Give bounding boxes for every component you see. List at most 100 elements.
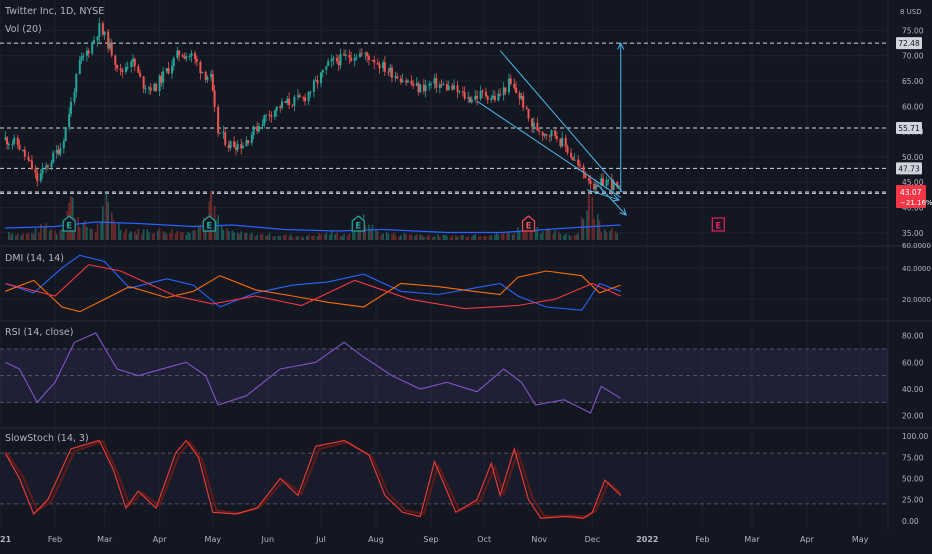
candle-body: [602, 178, 605, 186]
candle-body: [27, 156, 30, 160]
earnings-marker-label: E: [715, 222, 721, 232]
volume-bar: [364, 224, 367, 240]
candle-body: [130, 61, 133, 67]
dmi-pane[interactable]: [5, 254, 621, 313]
volume-bar: [320, 234, 322, 240]
candle-body: [527, 108, 530, 119]
volume-bar: [382, 233, 384, 240]
volume-bar: [593, 218, 595, 240]
earnings-marker-label: E: [526, 222, 532, 232]
candle-body: [121, 70, 124, 72]
candle-body: [548, 135, 551, 137]
volume-bar: [34, 228, 37, 240]
volume-bar: [38, 232, 40, 240]
last-change-label: −21.16%: [900, 199, 932, 207]
earnings-marker[interactable]: E: [521, 215, 536, 232]
candle-body: [456, 85, 459, 93]
candle-body: [493, 95, 496, 101]
dmi-title: DMI (14, 14): [5, 253, 64, 264]
earnings-marker[interactable]: E: [711, 217, 725, 232]
candle-body: [133, 58, 136, 67]
volume-bar: [506, 232, 509, 240]
rsi-pane[interactable]: [0, 332, 888, 414]
earnings-marker[interactable]: E: [351, 215, 365, 232]
volume-bar: [479, 236, 482, 240]
volume-bar: [267, 235, 269, 240]
volume-bar: [323, 234, 326, 240]
candle-body: [555, 135, 558, 139]
stoch-series-k[interactable]: [4, 439, 622, 519]
volume-bar: [181, 232, 184, 240]
x-axis[interactable]: 2021 Feb Mar Apr May Jun Jul Aug Sep Oct Nov Dec 202…: [0, 535, 869, 544]
volume-bar: [525, 224, 528, 240]
candle-body: [312, 80, 315, 92]
candle-body: [172, 57, 175, 67]
stoch-tick-label: 25.00: [902, 496, 924, 505]
volume-bar: [394, 235, 397, 240]
candle-body: [263, 115, 266, 125]
earnings-marker[interactable]: E: [62, 215, 76, 232]
rsi-line[interactable]: [5, 332, 621, 414]
dmi-series-adx[interactable]: [5, 264, 621, 310]
volume-bar: [392, 232, 395, 240]
volume-bar: [462, 234, 464, 240]
candle-body: [252, 126, 255, 135]
projection-arrow[interactable]: [597, 184, 627, 216]
dmi-series-di[interactable]: [5, 270, 621, 313]
candle-body: [353, 58, 356, 61]
candle-body: [339, 53, 342, 66]
volume-bar: [20, 235, 23, 240]
earnings-marker-box: [521, 215, 536, 232]
candle-body: [502, 87, 505, 96]
candle-body: [390, 67, 393, 78]
volume-bar: [265, 235, 267, 240]
candle-body: [571, 157, 574, 161]
volume-bar: [474, 234, 477, 240]
candle-body: [587, 178, 590, 181]
y-axis[interactable]: 35.0040.0045.0050.0055.0060.0065.0070.00…: [896, 26, 932, 526]
volume-bar: [575, 234, 578, 240]
candle-body: [82, 55, 85, 57]
volume-bar: [494, 234, 496, 240]
trend-channel-lower[interactable]: [476, 100, 622, 198]
candle-body: [461, 91, 464, 93]
volume-bar: [187, 232, 189, 240]
candle-body: [383, 62, 386, 72]
stoch-series-d[interactable]: [4, 439, 622, 518]
earnings-marker[interactable]: E: [202, 215, 216, 232]
candle-body: [610, 179, 613, 190]
volume-bar: [442, 234, 445, 240]
candle-body: [382, 62, 385, 69]
volume-bar: [118, 222, 120, 240]
candle-body: [273, 110, 276, 117]
candle-body: [536, 122, 539, 131]
candle-body: [52, 152, 55, 163]
projection-arrow-2[interactable]: [586, 189, 620, 201]
volume-bar: [226, 227, 228, 240]
volume-bar: [272, 236, 274, 240]
candle-body: [80, 56, 83, 61]
volume-bar: [128, 233, 131, 240]
volume-bar: [107, 201, 109, 240]
candle-body: [435, 78, 438, 88]
candle-body: [371, 60, 374, 62]
volume-bar: [220, 225, 223, 240]
volume-bar: [61, 229, 63, 240]
trend-channel-upper[interactable]: [499, 50, 623, 193]
candle-body: [13, 137, 16, 144]
candle-body: [224, 132, 227, 145]
volume-bar: [176, 230, 179, 240]
volume-bar: [577, 233, 579, 240]
candle-body: [417, 83, 420, 93]
candle-body: [256, 126, 259, 132]
candle-body: [227, 144, 230, 148]
candle-body: [566, 146, 569, 153]
candle-body: [525, 107, 528, 109]
dmi-series-di[interactable]: [5, 254, 621, 311]
candle-body: [288, 98, 291, 105]
stoch-pane[interactable]: [0, 439, 888, 519]
candle-body: [531, 118, 534, 127]
candle-body: [359, 53, 362, 58]
